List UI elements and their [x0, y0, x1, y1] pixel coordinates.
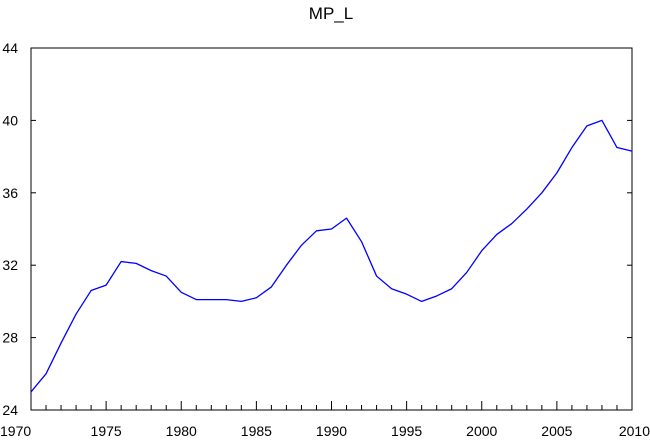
- x-axis: 1970 1975 1980 1985 1990 1995 2000 2005 2010: [0, 401, 650, 439]
- y-tick-label: 44: [2, 40, 18, 56]
- chart-title: MP_L: [309, 4, 353, 23]
- series-line: [30, 119, 633, 393]
- y-tick-label: 32: [2, 257, 18, 273]
- series-layer: [30, 119, 633, 393]
- x-tick-label: 1990: [316, 423, 347, 439]
- y-tick-label: 36: [2, 185, 18, 201]
- x-tick-label: 1985: [241, 423, 272, 439]
- x-tick-label: 2000: [466, 423, 497, 439]
- x-tick-label: 1970: [0, 423, 31, 439]
- x-tick-label: 1975: [91, 423, 122, 439]
- x-tick-label: 2010: [619, 423, 650, 439]
- y-tick-label: 24: [2, 402, 18, 418]
- x-tick-label: 2005: [541, 423, 572, 439]
- y-axis: 24 28 32 36 40 44: [2, 40, 632, 418]
- y-tick-label: 40: [2, 112, 18, 128]
- x-tick-label: 1980: [166, 423, 197, 439]
- y-tick-label: 28: [2, 330, 18, 346]
- x-tick-label: 1995: [391, 423, 422, 439]
